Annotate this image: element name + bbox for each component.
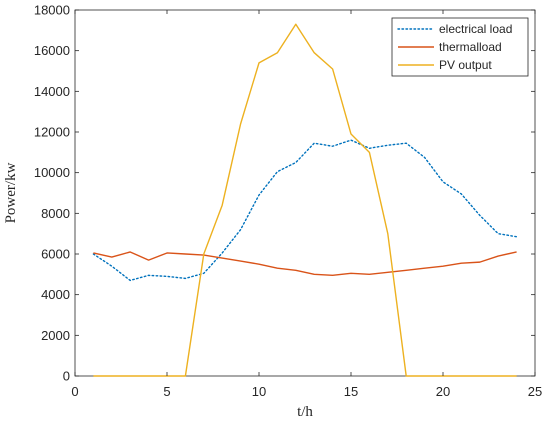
y-axis-ticks: 0 2000 4000 6000 8000 10000 12000 14000 16000 180…: [34, 3, 535, 384]
series-line-1: [92, 139, 518, 282]
y-tick-label: 4000: [41, 287, 70, 302]
legend: electrical load thermalload PV output: [391, 17, 529, 77]
legend-label-1: electrical load: [439, 22, 512, 36]
x-tick-label: 15: [344, 384, 358, 399]
x-tick-label: 10: [252, 384, 266, 399]
y-tick-label: 0: [63, 369, 70, 384]
series-line-2: [93, 251, 517, 277]
x-tick-label: 25: [528, 384, 542, 399]
y-tick-label: 2000: [41, 328, 70, 343]
legend-label-3: PV output: [439, 58, 492, 72]
series-layer: [92, 23, 518, 377]
legend-label-2: thermalload: [439, 40, 502, 54]
y-tick-label: 16000: [34, 43, 70, 58]
series-line-3: [93, 23, 517, 377]
y-tick-label: 10000: [34, 165, 70, 180]
y-tick-label: 6000: [41, 247, 70, 262]
y-tick-label: 14000: [34, 84, 70, 99]
x-tick-label: 0: [71, 384, 78, 399]
y-tick-label: 18000: [34, 3, 70, 18]
y-tick-label: 12000: [34, 125, 70, 140]
x-tick-label: 5: [163, 384, 170, 399]
y-tick-label: 8000: [41, 206, 70, 221]
x-axis-label: t/h: [297, 404, 313, 420]
x-tick-label: 20: [436, 384, 450, 399]
x-axis-ticks: 0 5 10 15 20 25: [71, 10, 542, 399]
y-axis-label: Power/kw: [3, 162, 19, 223]
